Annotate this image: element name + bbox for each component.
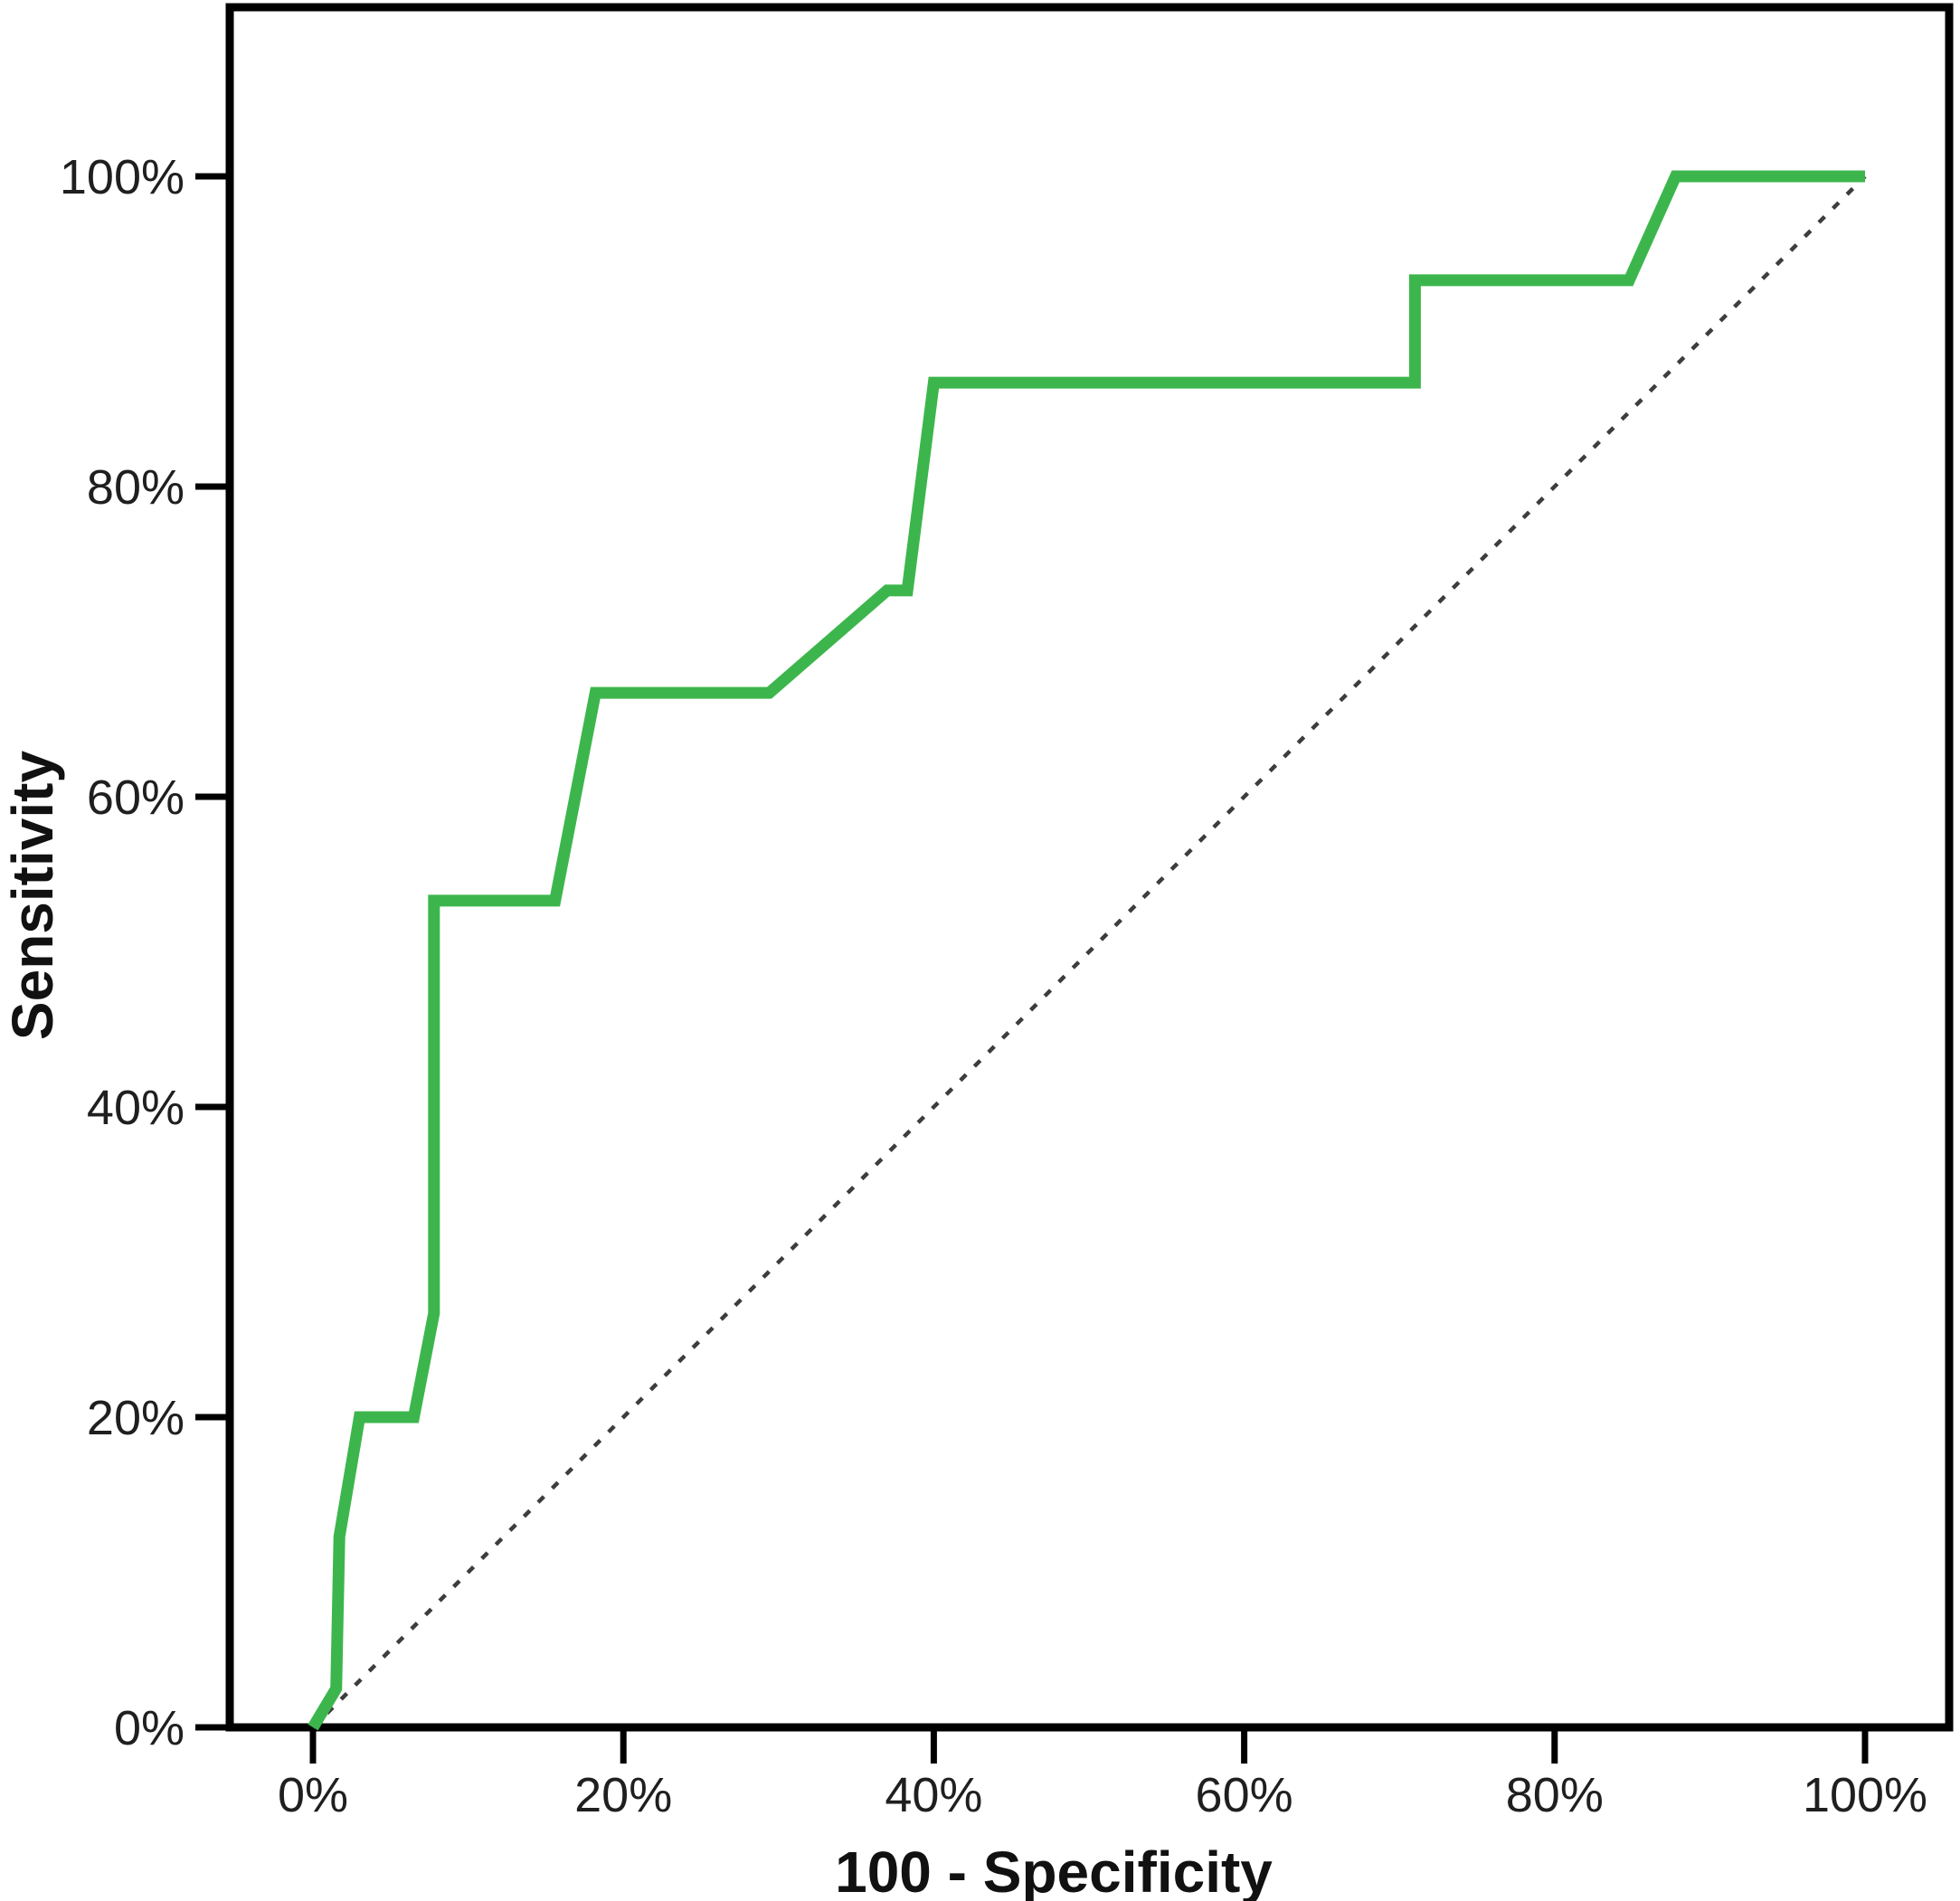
y-tick-label: 20% bbox=[87, 1391, 185, 1445]
x-axis-title: 100 - Specificity bbox=[835, 1840, 1273, 1901]
plot-frame bbox=[225, 3, 1954, 1732]
x-axis-ticks: 0% 20% 40% 60% 80% 100% bbox=[278, 1731, 1927, 1822]
y-tick-label: 40% bbox=[87, 1081, 185, 1135]
y-tick-label: 80% bbox=[87, 460, 185, 515]
x-tick-label: 80% bbox=[1506, 1768, 1604, 1822]
y-axis-ticks: 0% 20% 40% 60% 80% 100% bbox=[60, 150, 226, 1755]
reference-diagonal-line bbox=[311, 175, 1867, 1729]
y-tick-label: 60% bbox=[87, 771, 185, 825]
y-tick-label: 0% bbox=[114, 1701, 185, 1755]
y-tick-label: 100% bbox=[60, 150, 185, 204]
y-axis-title: Sensitivity bbox=[0, 751, 65, 1041]
x-tick-label: 20% bbox=[574, 1768, 672, 1822]
x-tick-label: 0% bbox=[278, 1768, 348, 1822]
x-tick-label: 60% bbox=[1196, 1768, 1293, 1822]
x-tick-label: 40% bbox=[885, 1768, 982, 1822]
roc-curve-line bbox=[308, 170, 1865, 1731]
x-tick-label: 100% bbox=[1803, 1768, 1927, 1822]
